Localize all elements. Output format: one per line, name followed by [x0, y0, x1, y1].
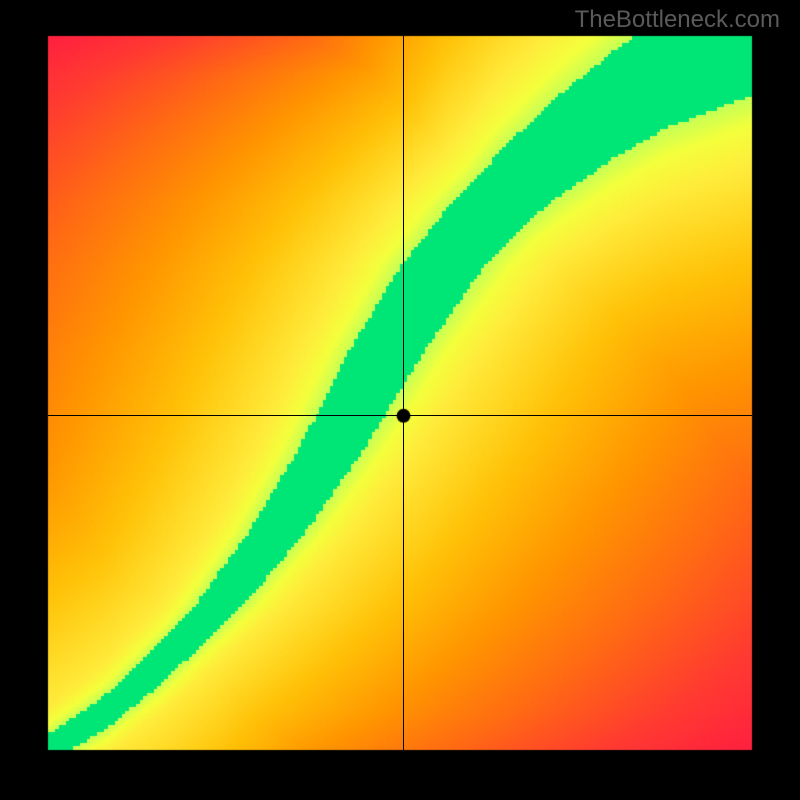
- chart-container: TheBottleneck.com: [0, 0, 800, 800]
- watermark-label: TheBottleneck.com: [575, 6, 780, 34]
- marker-overlay: [0, 0, 800, 800]
